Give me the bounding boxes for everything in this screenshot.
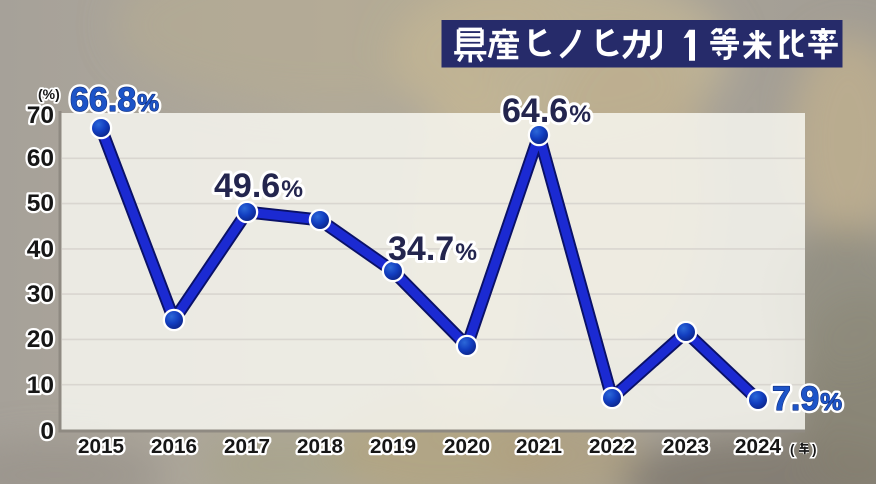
svg-text:2024: 2024 xyxy=(735,435,782,458)
svg-text:2022: 2022 xyxy=(589,435,635,458)
svg-text:(%): (%) xyxy=(38,86,60,102)
svg-text:(: ( xyxy=(790,442,795,457)
svg-text:2017: 2017 xyxy=(224,435,270,458)
svg-text:60: 60 xyxy=(27,145,54,172)
svg-text:2015: 2015 xyxy=(78,435,124,458)
svg-text:70: 70 xyxy=(27,102,54,129)
svg-text:): ) xyxy=(812,442,817,457)
svg-text:50: 50 xyxy=(27,190,54,217)
svg-text:2021: 2021 xyxy=(516,435,562,458)
svg-text:2023: 2023 xyxy=(663,435,709,458)
svg-text:2016: 2016 xyxy=(151,435,197,458)
svg-text:2020: 2020 xyxy=(444,435,490,458)
svg-text:10: 10 xyxy=(27,372,54,399)
svg-text:30: 30 xyxy=(27,281,54,308)
svg-text:40: 40 xyxy=(27,236,54,263)
svg-text:2018: 2018 xyxy=(297,435,343,458)
svg-text:0: 0 xyxy=(40,418,54,445)
svg-text:20: 20 xyxy=(27,326,54,353)
svg-text:2019: 2019 xyxy=(370,435,416,458)
